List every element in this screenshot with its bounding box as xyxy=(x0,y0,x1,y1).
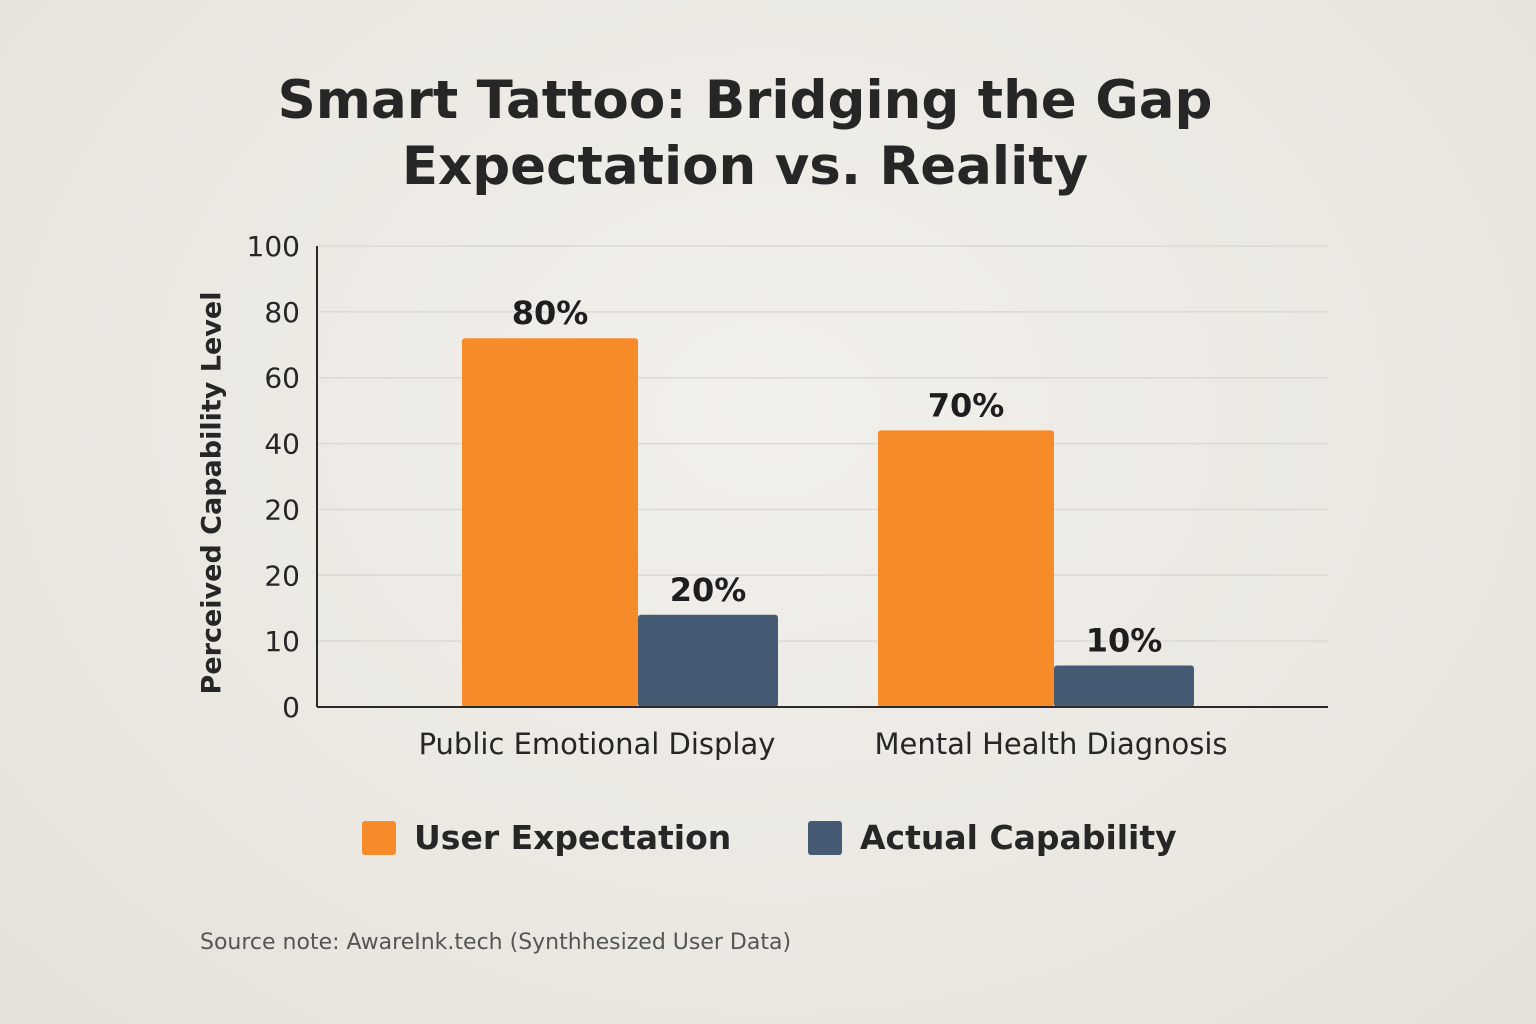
y-tick-label: 20 xyxy=(264,559,300,592)
y-axis-ticks: 0 10 20 20 40 60 80 100 xyxy=(247,230,300,724)
x-tick-label: Public Emotional Display xyxy=(419,727,776,761)
bars xyxy=(462,338,1194,707)
y-tick-label: 80 xyxy=(264,296,300,329)
y-tick-label: 10 xyxy=(264,625,300,658)
bar-actual-capability-0 xyxy=(638,614,778,707)
chart-title-line-2: Expectation vs. Reality xyxy=(401,136,1089,197)
legend-swatch-user-expectation xyxy=(362,820,396,855)
x-tick-label: Mental Health Diagnosis xyxy=(874,727,1227,761)
bar-value-label: 80% xyxy=(512,294,589,332)
y-tick-label: 20 xyxy=(264,493,300,526)
bar-user-expectation-1 xyxy=(878,430,1054,707)
y-tick-label: 60 xyxy=(264,362,300,395)
x-axis-ticks: Public Emotional Display Mental Health Di… xyxy=(419,727,1228,761)
y-tick-label: 40 xyxy=(264,428,300,461)
bar-value-label: 70% xyxy=(928,386,1005,424)
bar-actual-capability-1 xyxy=(1054,665,1194,707)
bar-value-labels: 80% 20% 70% 10% xyxy=(512,294,1163,659)
chart-title-line-1: Smart Tattoo: Bridging the Gap xyxy=(277,70,1213,131)
legend-label-actual-capability: Actual Capability xyxy=(860,818,1177,857)
bar-value-label: 10% xyxy=(1086,622,1163,660)
y-tick-label: 0 xyxy=(282,691,300,724)
legend-item-actual-capability: Actual Capability xyxy=(808,818,1177,857)
legend-item-user-expectation: User Expectation xyxy=(362,818,731,857)
bar-user-expectation-0 xyxy=(462,338,638,707)
legend-swatch-actual-capability xyxy=(808,820,842,855)
source-note: Source note: AwareInk.tech (Synthhesized… xyxy=(200,930,792,955)
bar-value-label: 20% xyxy=(670,571,747,609)
legend-label-user-expectation: User Expectation xyxy=(414,818,732,857)
y-tick-label: 100 xyxy=(247,230,300,263)
